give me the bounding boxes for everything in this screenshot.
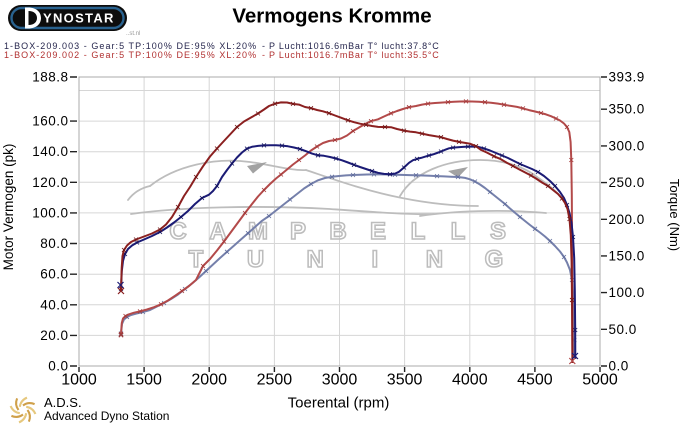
svg-text:150.0: 150.0 (609, 248, 645, 263)
svg-text:4000: 4000 (452, 372, 488, 389)
svg-text:T: T (189, 246, 204, 273)
svg-text:60.0: 60.0 (40, 267, 68, 282)
svg-text:N: N (307, 246, 324, 273)
svg-text:0.0: 0.0 (48, 359, 68, 374)
svg-text:300.0: 300.0 (609, 138, 645, 153)
svg-text:2500: 2500 (257, 372, 293, 389)
svg-text:1-BOX-209.003 - Gear:5 TP:100%: 1-BOX-209.003 - Gear:5 TP:100% DE:95% XL… (4, 41, 257, 51)
svg-text:100.0: 100.0 (32, 205, 68, 220)
svg-text:4500: 4500 (517, 372, 553, 389)
svg-text:3000: 3000 (322, 372, 358, 389)
svg-text:U: U (247, 246, 264, 273)
svg-text:L: L (451, 218, 466, 245)
svg-text:C: C (169, 218, 186, 245)
svg-text:YNOSTAR: YNOSTAR (43, 11, 115, 26)
svg-text:3500: 3500 (387, 372, 423, 389)
svg-text:Motor Vermogen (pk): Motor Vermogen (pk) (1, 144, 16, 271)
svg-text:1500: 1500 (126, 372, 162, 389)
svg-text:L: L (411, 218, 426, 245)
svg-text:E: E (370, 218, 386, 245)
svg-text:100.0: 100.0 (609, 285, 645, 300)
svg-text:A.D.S.: A.D.S. (44, 395, 82, 410)
svg-text:Toerental (rpm): Toerental (rpm) (288, 395, 390, 412)
svg-text:S: S (490, 218, 506, 245)
svg-text:40.0: 40.0 (40, 297, 68, 312)
svg-text:5000: 5000 (582, 372, 618, 389)
svg-text:- P Lucht:1016.6mBar T° lucht:: - P Lucht:1016.6mBar T° lucht:37.8°C (262, 41, 439, 51)
svg-text:188.8: 188.8 (32, 70, 68, 85)
svg-text:160.0: 160.0 (32, 114, 68, 129)
svg-text:0.0: 0.0 (609, 359, 629, 374)
svg-text:I: I (371, 246, 378, 273)
svg-text:20.0: 20.0 (40, 328, 68, 343)
svg-text:B: B (329, 218, 346, 245)
svg-text:393.9: 393.9 (609, 70, 645, 85)
svg-text:1000: 1000 (61, 372, 97, 389)
svg-text:140.0: 140.0 (32, 144, 68, 159)
svg-text:Torque (Nm): Torque (Nm) (667, 179, 682, 251)
svg-text:G: G (485, 246, 504, 273)
svg-text:A: A (209, 218, 226, 245)
svg-text:2000: 2000 (191, 372, 227, 389)
svg-text:1-BOX-209.002 - Gear:5 TP:100%: 1-BOX-209.002 - Gear:5 TP:100% DE:95% XL… (4, 50, 257, 60)
svg-text:120.0: 120.0 (32, 175, 68, 190)
svg-text:M: M (248, 218, 268, 245)
svg-text:- P Lucht:1016.7mBar T° lucht:: - P Lucht:1016.7mBar T° lucht:35.5°C (262, 50, 439, 60)
svg-text:Vermogens Kromme: Vermogens Kromme (232, 5, 431, 28)
svg-text:Advanced Dyno Station: Advanced Dyno Station (44, 409, 169, 423)
svg-text:350.0: 350.0 (609, 102, 645, 117)
svg-text:50.0: 50.0 (609, 322, 637, 337)
svg-text:N: N (426, 246, 443, 273)
svg-text:200.0: 200.0 (609, 212, 645, 227)
svg-text:80.0: 80.0 (40, 236, 68, 251)
svg-text:250.0: 250.0 (609, 175, 645, 190)
svg-text:P: P (290, 218, 306, 245)
svg-text:..st.nl: ..st.nl (126, 31, 140, 37)
